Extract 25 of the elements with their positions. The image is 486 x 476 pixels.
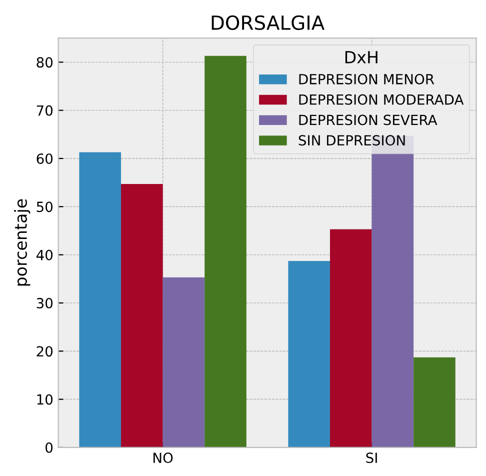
y-tick-label: 40: [36, 250, 53, 260]
legend-title: DxH: [345, 51, 378, 64]
y-tick-label: 0: [46, 442, 53, 453]
bar: [121, 184, 163, 448]
y-tick-label: 20: [36, 346, 53, 357]
bar: [162, 277, 205, 448]
bar: [414, 357, 456, 448]
y-axis-title: porcentaje: [14, 199, 30, 286]
y-tick-label: 70: [36, 105, 53, 116]
legend-label: DEPRESION MENOR: [299, 74, 434, 84]
chart-title: DORSALGIA: [212, 15, 325, 30]
bar: [79, 152, 122, 448]
legend-label: SIN DEPRESION: [298, 135, 405, 146]
y-tick-label: 10: [37, 394, 53, 405]
y-tick-label: 80: [36, 57, 53, 68]
legend-label: DEPRESION SEVERA: [299, 114, 438, 126]
legend-label: DEPRESION MODERADA: [299, 94, 464, 105]
bar: [204, 56, 246, 448]
bar: [330, 229, 372, 448]
y-tick-label: 60: [36, 153, 53, 164]
bar: [288, 261, 330, 448]
x-tick-label: NO: [154, 452, 173, 464]
y-tick-label: 50: [36, 202, 53, 212]
x-tick-label: SI: [366, 452, 377, 464]
y-tick-label: 30: [36, 298, 53, 308]
